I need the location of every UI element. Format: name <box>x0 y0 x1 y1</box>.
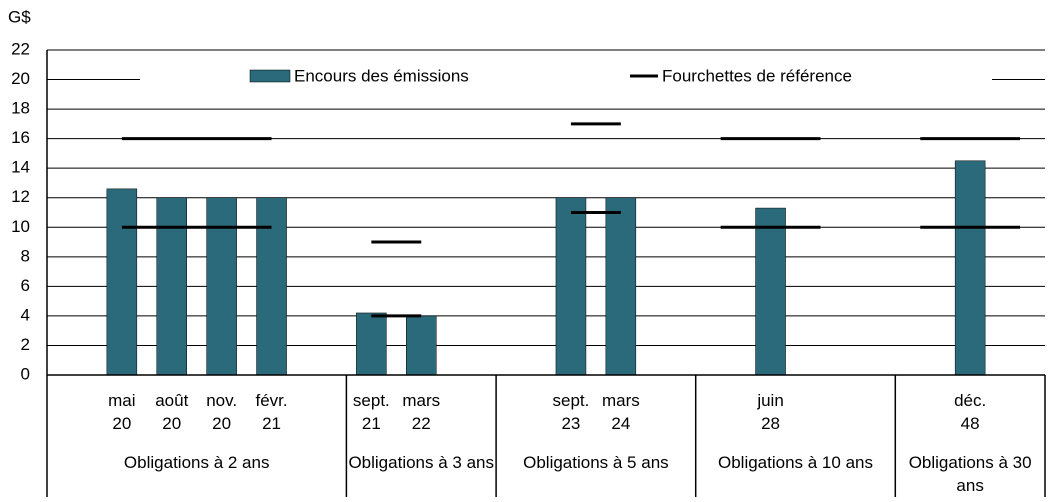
group-label: Obligations à 10 ans <box>717 453 873 472</box>
x-tick-label: mai 20 <box>108 391 136 433</box>
y-tick-label: 4 <box>21 305 30 324</box>
bar <box>206 197 237 376</box>
y-tick-label: 14 <box>11 158 30 177</box>
y-tick-label: 0 <box>21 364 30 383</box>
bar <box>406 315 437 376</box>
bar <box>954 160 986 376</box>
x-tick-label: juin 28 <box>757 391 784 433</box>
bar <box>106 188 138 376</box>
x-tick-label: févr. 21 <box>255 391 288 433</box>
y-tick-label: 6 <box>21 276 30 295</box>
x-tick-label: sept. 23 <box>552 391 590 433</box>
y-tick-label: 10 <box>11 217 30 236</box>
x-tick-label: mars 22 <box>402 391 441 433</box>
group-label: Obligations à 2 ans <box>123 453 270 472</box>
group-label: Obligations à 30 ans <box>908 453 1032 495</box>
bar <box>555 197 587 376</box>
bar <box>605 197 637 376</box>
y-tick-label: 22 <box>11 39 30 58</box>
group-label: Obligations à 3 ans <box>348 453 494 472</box>
x-tick-label: août 20 <box>155 391 189 433</box>
bar <box>156 197 187 376</box>
y-unit: G$ <box>8 7 31 26</box>
bar <box>256 197 287 376</box>
bar <box>356 312 387 376</box>
legend-swatch <box>249 69 291 83</box>
bar <box>755 207 786 376</box>
group-label: Obligations à 5 ans <box>523 453 669 472</box>
x-tick-label: nov. 20 <box>206 391 238 433</box>
y-tick-label: 2 <box>21 335 30 354</box>
x-tick-label: sept. 21 <box>352 391 390 433</box>
legend-label: Encours des émissions <box>294 66 469 85</box>
y-tick-label: 18 <box>11 99 30 118</box>
legend-label: Fourchettes de référence <box>662 66 852 85</box>
y-tick-label: 8 <box>21 246 30 265</box>
x-tick-label: déc. 48 <box>954 391 987 433</box>
y-tick-label: 20 <box>11 69 30 88</box>
y-tick-label: 12 <box>11 187 30 206</box>
x-tick-label: mars 24 <box>601 391 640 433</box>
y-tick-label: 16 <box>11 128 30 147</box>
